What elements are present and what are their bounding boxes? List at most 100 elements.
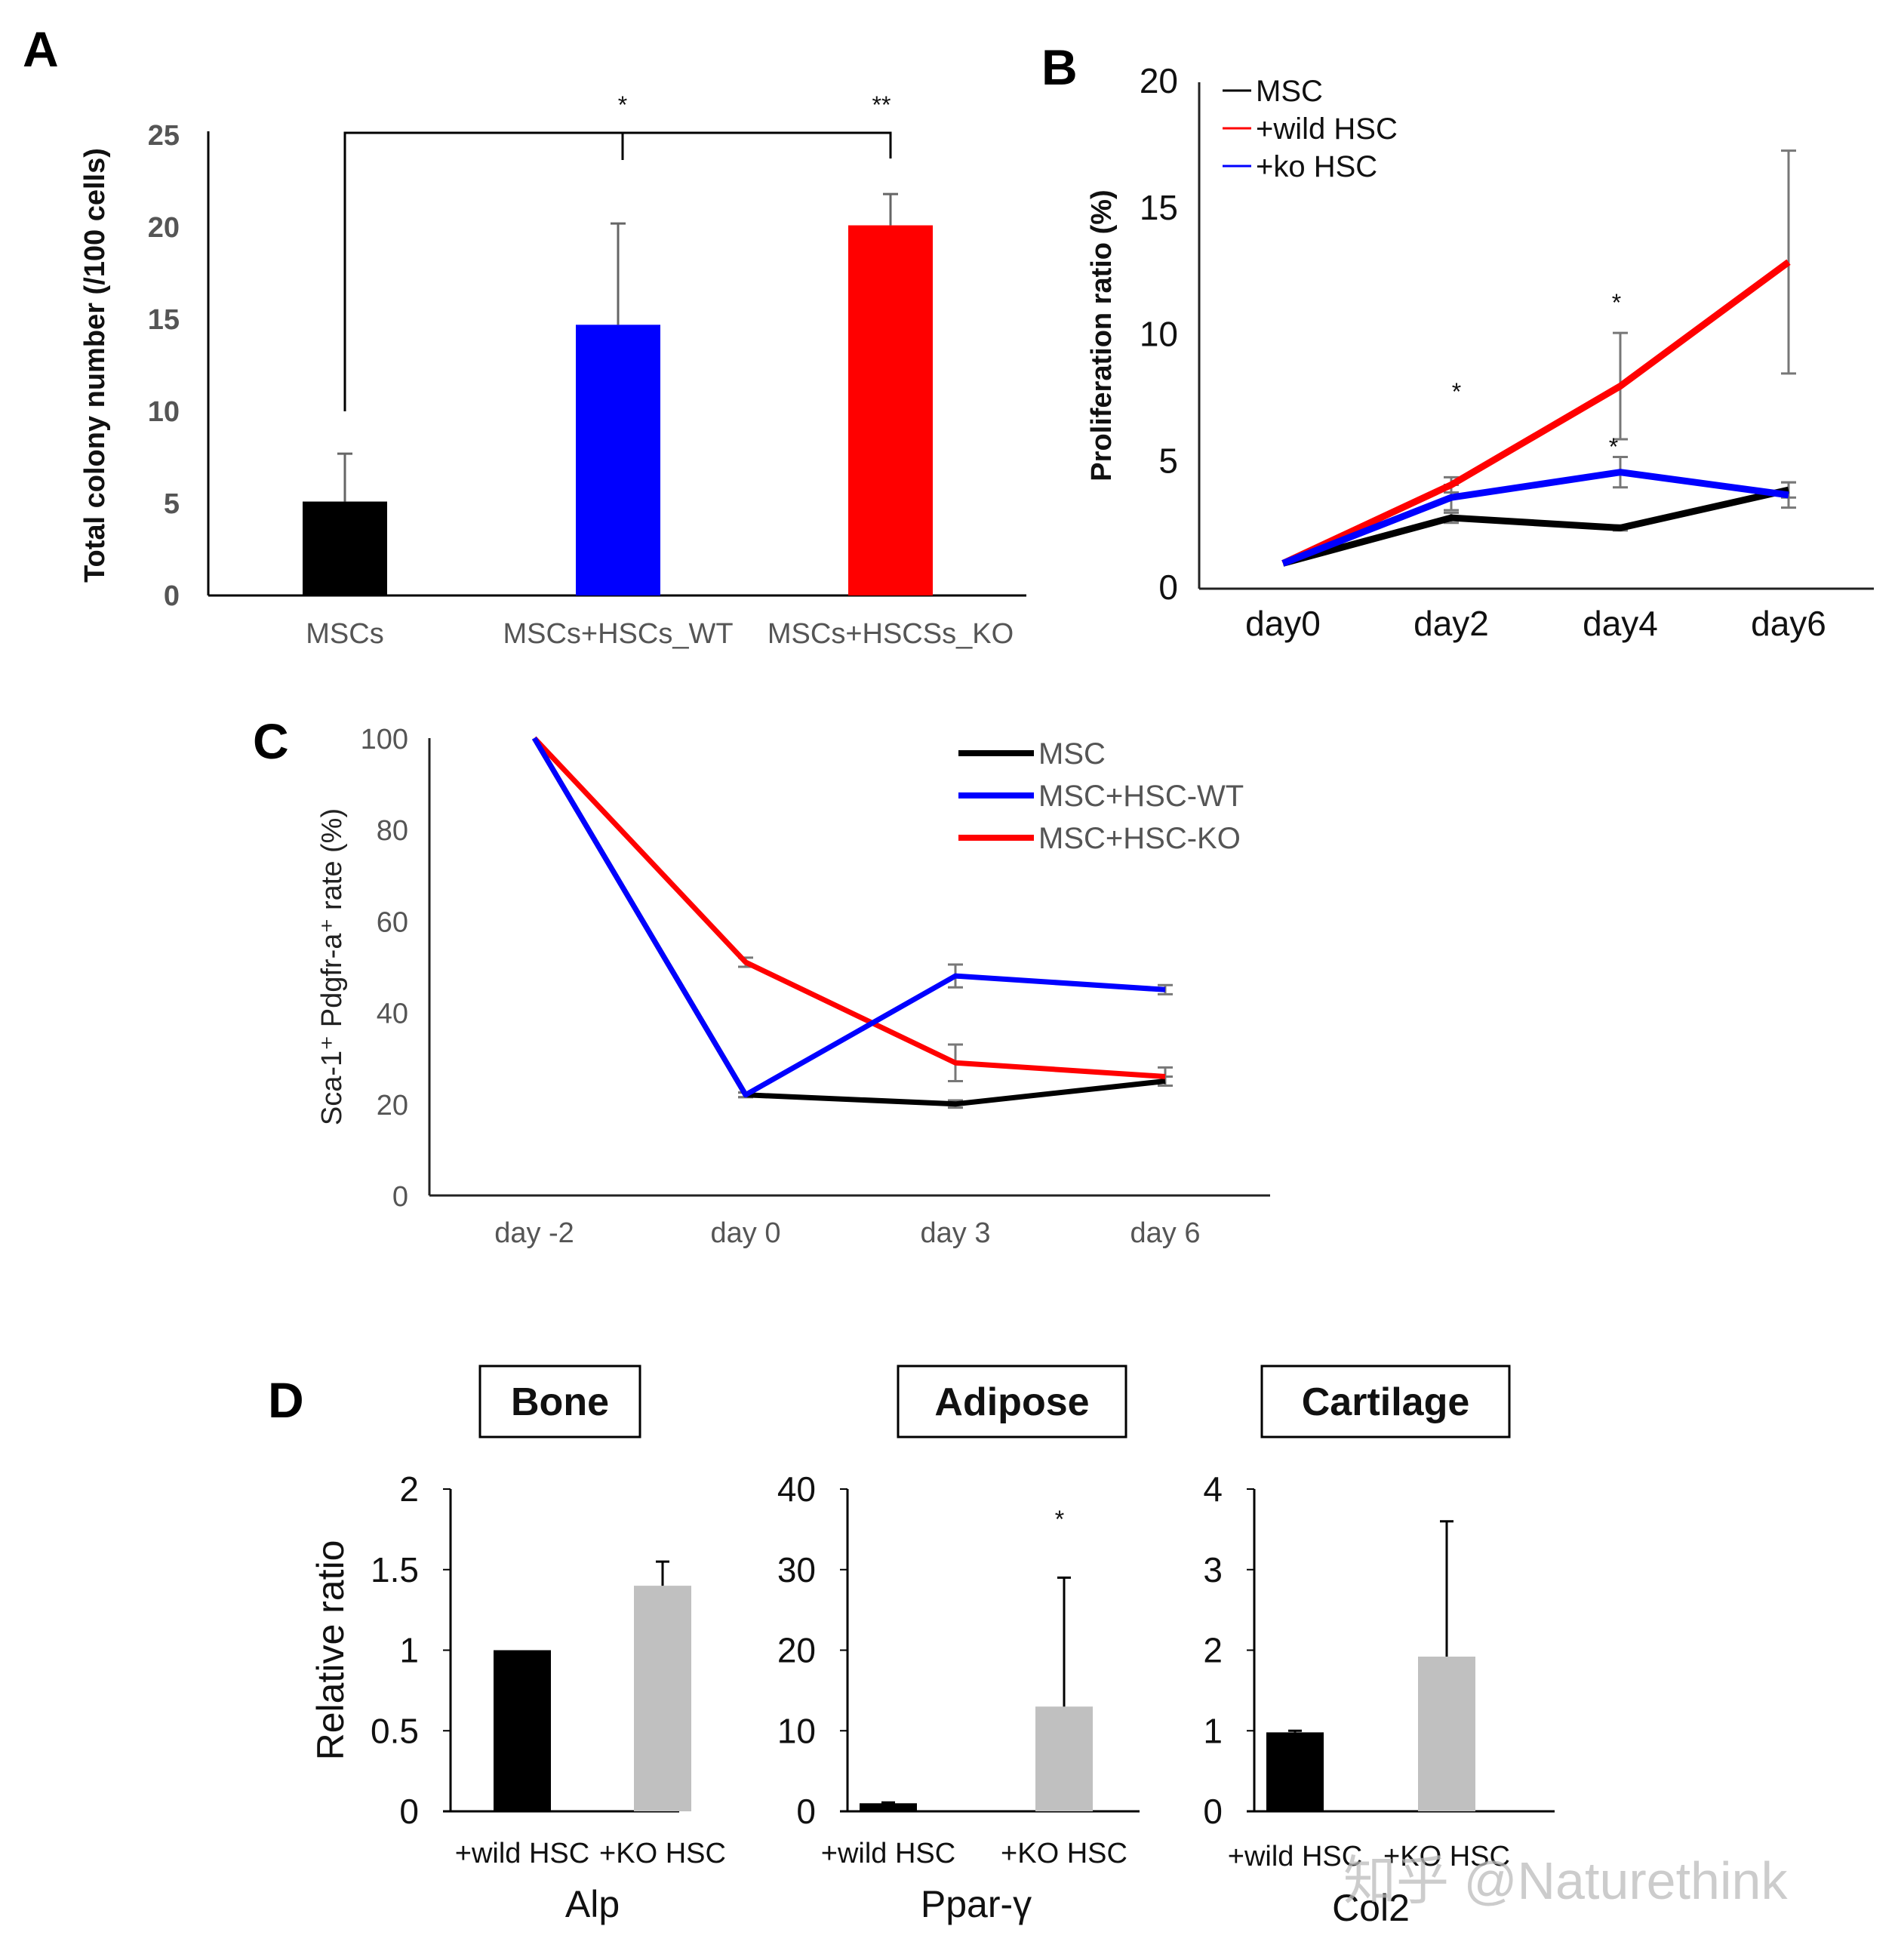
y-tick-label: 20 <box>377 1090 408 1122</box>
y-tick-label: 10 <box>1140 315 1178 354</box>
y-tick-label: 10 <box>148 396 180 428</box>
y-axis-title: Relative ratio <box>309 1540 352 1761</box>
y-tick-label: 10 <box>777 1711 816 1750</box>
series-line-msc <box>1281 486 1789 567</box>
x-tick-label: +wild HSC <box>455 1838 589 1869</box>
x-tick-label: +wild HSC <box>1228 1841 1362 1872</box>
title-box-label: Bone <box>511 1380 609 1424</box>
bar-wild-hsc <box>860 1803 917 1811</box>
panel-label-b: B <box>1041 39 1078 95</box>
y-tick-label: 15 <box>1140 188 1178 227</box>
title-box <box>1260 1365 1511 1438</box>
x-tick-label: MSCs <box>306 618 383 650</box>
y-axis-title: Proliferation ratio (%) <box>1086 189 1118 481</box>
y-tick-label: 1 <box>399 1631 419 1670</box>
y-tick-label: 5 <box>164 488 180 520</box>
x-tick-label: day 0 <box>711 1217 781 1249</box>
panel-a-bar-chart: 0 5 10 15 20 25 Total colony number (/100 cell… <box>79 91 1026 650</box>
y-tick-label: 0 <box>399 1792 419 1831</box>
x-tick-label: day -2 <box>494 1217 574 1249</box>
y-tick-label: 20 <box>777 1631 816 1670</box>
title-box-label: Adipose <box>934 1380 1089 1424</box>
y-tick-label: 2 <box>399 1469 419 1509</box>
panel-b-line-chart: 0 5 10 15 20 day0 day2 day4 day6 Proliferation ra… <box>1086 61 1874 643</box>
watermark: 知乎 @Naturethink <box>1343 1851 1788 1910</box>
y-tick-label: 40 <box>377 998 408 1030</box>
legend-label: MSC+HSC-KO <box>1038 822 1241 855</box>
y-tick-label: 80 <box>377 815 408 847</box>
y-tick-label: 5 <box>1158 441 1178 480</box>
y-tick-label: 0 <box>1203 1792 1223 1831</box>
subchart-bone: Bone 0 0.5 1 1.5 2 +wild HSC +KO HSC Alp <box>371 1365 726 1925</box>
x-tick-label: day6 <box>1751 604 1826 643</box>
panel-label-c: C <box>253 713 289 769</box>
y-tick-label: 60 <box>377 906 408 938</box>
y-tick-label: 0.5 <box>371 1711 419 1750</box>
y-tick-label: 20 <box>1140 61 1178 100</box>
subchart-cartilage: Cartilage 0 1 2 3 4 +wild HSC +KO HSC Col2 <box>1203 1365 1555 1929</box>
y-tick-label: 40 <box>777 1469 816 1509</box>
y-tick-label: 4 <box>1203 1469 1223 1509</box>
x-tick-label: day4 <box>1583 604 1658 643</box>
gene-label: Col2 <box>1332 1887 1410 1929</box>
x-tick-label: day2 <box>1414 604 1489 643</box>
bar-mscs+hscs_wt <box>576 325 660 595</box>
x-tick-label: +KO HSC <box>1001 1838 1127 1869</box>
x-tick-label: MSCs+HSCSs_KO <box>768 618 1014 650</box>
significance-star: * <box>1609 433 1618 460</box>
x-tick-label: day 6 <box>1130 1217 1201 1249</box>
significance-star: * <box>1452 378 1461 405</box>
y-tick-label: 3 <box>1203 1550 1223 1589</box>
legend-label: MSC <box>1256 75 1323 108</box>
subchart-adipose: Adipose 0 10 20 30 40 +wild HSC +KO HSC * Ppar-γ <box>777 1365 1140 1925</box>
x-tick-label: MSCs+HSCs_WT <box>503 618 733 650</box>
panel-label-a: A <box>23 21 59 77</box>
title-box-label: Cartilage <box>1302 1380 1470 1424</box>
significance-bracket <box>343 131 892 411</box>
y-axis-title: Sca-1⁺ Pdgfr-a⁺ rate (%) <box>316 808 348 1125</box>
y-tick-label: 15 <box>148 304 180 336</box>
y-tick-label: 100 <box>361 724 408 755</box>
y-tick-label: 2 <box>1203 1631 1223 1670</box>
bar-ko-hsc <box>634 1586 691 1811</box>
significance-star: * <box>1612 289 1621 316</box>
legend-label: MSC <box>1038 737 1106 771</box>
gene-label: Alp <box>565 1883 620 1925</box>
bar-wild-hsc <box>1266 1732 1324 1811</box>
x-tick-label: +KO HSC <box>599 1838 726 1869</box>
y-tick-label: 0 <box>164 580 180 612</box>
legend-label: MSC+HSC-WT <box>1038 780 1244 813</box>
title-box <box>478 1365 641 1438</box>
bar-ko-hsc <box>1035 1706 1093 1811</box>
series-line--ko-hsc <box>1281 469 1789 567</box>
bar-wild-hsc <box>494 1650 551 1811</box>
y-tick-label: 20 <box>148 212 180 244</box>
legend-label: +ko HSC <box>1256 150 1377 183</box>
y-tick-label: 25 <box>148 120 180 152</box>
x-tick-label: +KO HSC <box>1383 1841 1510 1872</box>
x-tick-label: day0 <box>1245 604 1321 643</box>
panel-c-line-chart: 0 20 40 60 80 100 day -2 day 0 day 3 day 6 Sca-1⁺ … <box>316 724 1270 1249</box>
bar-ko-hsc <box>1418 1657 1475 1811</box>
title-box <box>897 1365 1127 1438</box>
panel-d-bar-charts: Relative ratio Bone 0 0.5 1 1.5 2 +wild HSC +KO … <box>309 1365 1555 1929</box>
y-axis-title: Total colony number (/100 cells) <box>79 148 111 583</box>
y-tick-label: 1 <box>1203 1711 1223 1750</box>
y-tick-label: 1.5 <box>371 1550 419 1589</box>
bar-mscs <box>303 501 387 595</box>
gene-label: Ppar-γ <box>921 1883 1032 1925</box>
y-tick-label: 0 <box>796 1792 816 1831</box>
legend-label: +wild HSC <box>1256 112 1398 146</box>
y-tick-label: 30 <box>777 1550 816 1589</box>
significance-star: * <box>618 91 627 118</box>
y-tick-label: 0 <box>392 1181 408 1213</box>
significance-star: * <box>1055 1506 1064 1533</box>
y-tick-label: 0 <box>1158 568 1178 607</box>
series-line-msc-hsc-wt <box>531 737 1166 1098</box>
series-line-msc-hsc-ko <box>532 736 1166 1079</box>
x-tick-label: day 3 <box>921 1217 991 1249</box>
panel-label-d: D <box>268 1372 304 1428</box>
series-line--wild-hsc <box>1281 259 1791 567</box>
significance-star: ** <box>872 91 891 118</box>
